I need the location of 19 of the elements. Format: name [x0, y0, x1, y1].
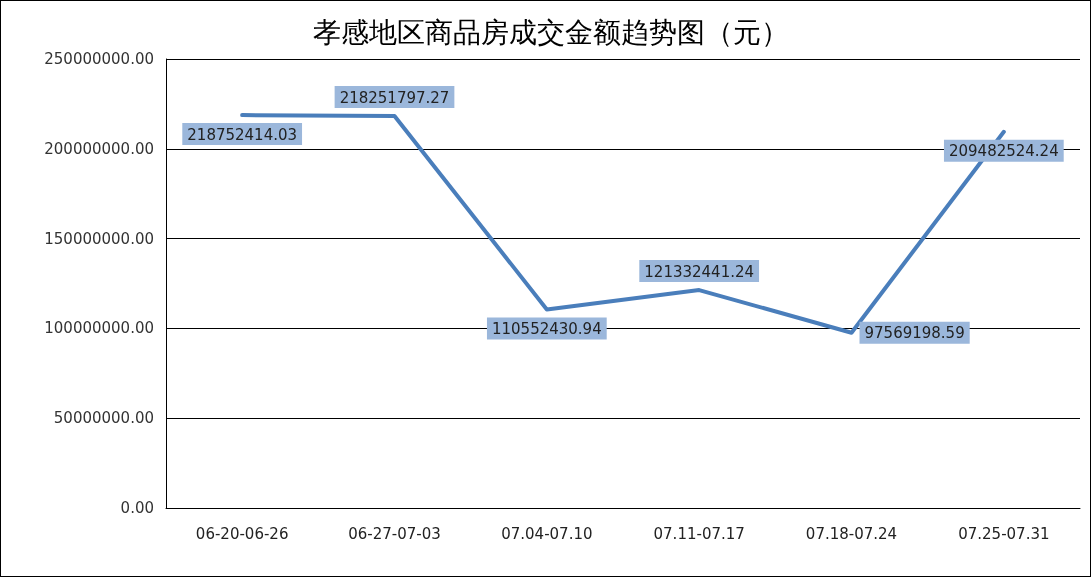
chart-title: 孝感地区商品房成交金额趋势图（元）	[313, 15, 789, 49]
y-tick-label: 200000000.00	[44, 139, 154, 158]
data-label: 209482524.24	[948, 142, 1059, 161]
x-tick-label: 06-20-06-26	[195, 524, 289, 543]
y-tick-label: 250000000.00	[44, 50, 154, 68]
data-label: 218752414.03	[187, 125, 298, 144]
x-tick-label: 07.11-07.17	[653, 524, 745, 543]
x-tick-label: 07.25-07.31	[958, 524, 1050, 543]
data-label: 121332441.24	[644, 262, 755, 281]
data-label: 97569198.59	[864, 323, 965, 342]
x-tick-label: 07.04-07.10	[501, 524, 593, 543]
y-tick-label: 50000000.00	[53, 409, 154, 428]
y-tick-label: 0.00	[120, 499, 154, 517]
x-tick-label: 07.18-07.24	[805, 524, 898, 543]
data-label: 110552430.94	[491, 319, 602, 338]
y-tick-label: 100000000.00	[44, 319, 154, 338]
y-tick-label: 150000000.00	[44, 229, 154, 248]
data-label: 218251797.27	[339, 88, 450, 107]
x-tick-label: 06-27-07-03	[348, 524, 441, 543]
